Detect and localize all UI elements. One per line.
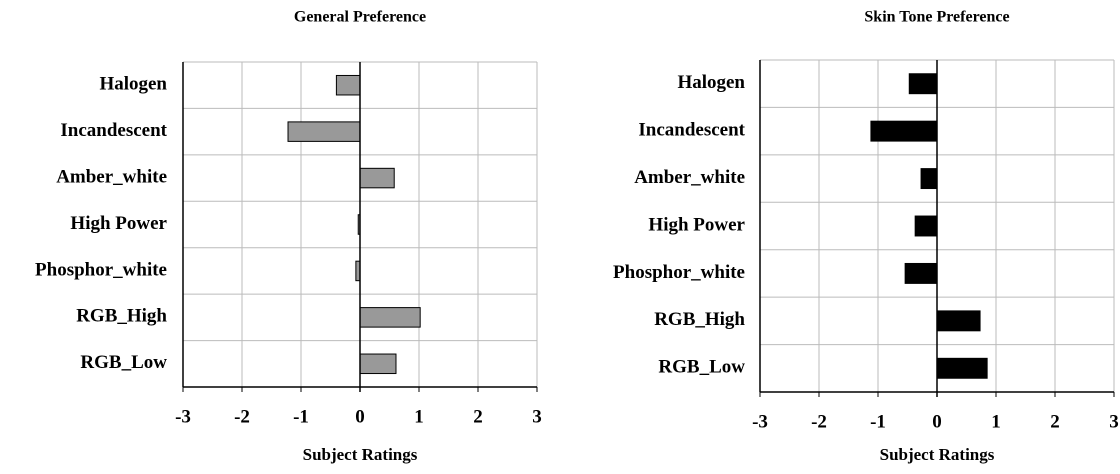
- x-tick-label: 0: [355, 406, 365, 427]
- bar: [359, 307, 421, 328]
- category-label: High Power: [648, 214, 745, 235]
- x-tick-label: 3: [532, 406, 542, 427]
- x-tick-label: 1: [991, 411, 1001, 432]
- bar: [870, 120, 938, 142]
- category-label: Halogen: [677, 72, 745, 93]
- bar: [359, 167, 395, 189]
- bar: [335, 74, 361, 96]
- x-axis-label: Subject Ratings: [880, 445, 995, 464]
- bar: [904, 262, 938, 284]
- x-tick-label: -1: [870, 411, 886, 432]
- bar: [908, 73, 938, 95]
- x-tick-label: 1: [414, 406, 424, 427]
- x-tick-label: -3: [175, 406, 191, 427]
- category-label: Incandescent: [60, 120, 167, 141]
- x-tick-label: -2: [234, 406, 250, 427]
- category-label: RGB_High: [76, 306, 167, 327]
- bar: [287, 121, 361, 142]
- bar: [359, 353, 397, 375]
- x-tick-label: -2: [811, 411, 827, 432]
- category-label: Amber_white: [634, 167, 745, 188]
- x-tick-label: 2: [473, 406, 483, 427]
- x-tick-label: 2: [1050, 411, 1060, 432]
- category-label: Phosphor_white: [613, 262, 745, 283]
- bar: [914, 215, 938, 237]
- category-label: RGB_Low: [658, 357, 745, 378]
- category-label: High Power: [70, 213, 167, 234]
- category-label: RGB_High: [654, 309, 745, 330]
- category-label: Phosphor_white: [35, 259, 167, 280]
- bar: [936, 357, 988, 379]
- category-label: Halogen: [99, 74, 167, 95]
- x-tick-label: -1: [293, 406, 309, 427]
- x-tick-label: 0: [932, 411, 942, 432]
- x-tick-label: 3: [1109, 411, 1119, 432]
- category-label: RGB_Low: [80, 352, 167, 373]
- x-axis-label: Subject Ratings: [303, 445, 418, 464]
- chart-title: General Preference: [294, 9, 426, 26]
- bar: [920, 168, 938, 190]
- x-tick-label: -3: [752, 411, 768, 432]
- category-label: Incandescent: [638, 120, 745, 141]
- category-label: Amber_white: [56, 166, 167, 187]
- bar: [936, 310, 981, 332]
- chart-title: Skin Tone Preference: [864, 9, 1009, 26]
